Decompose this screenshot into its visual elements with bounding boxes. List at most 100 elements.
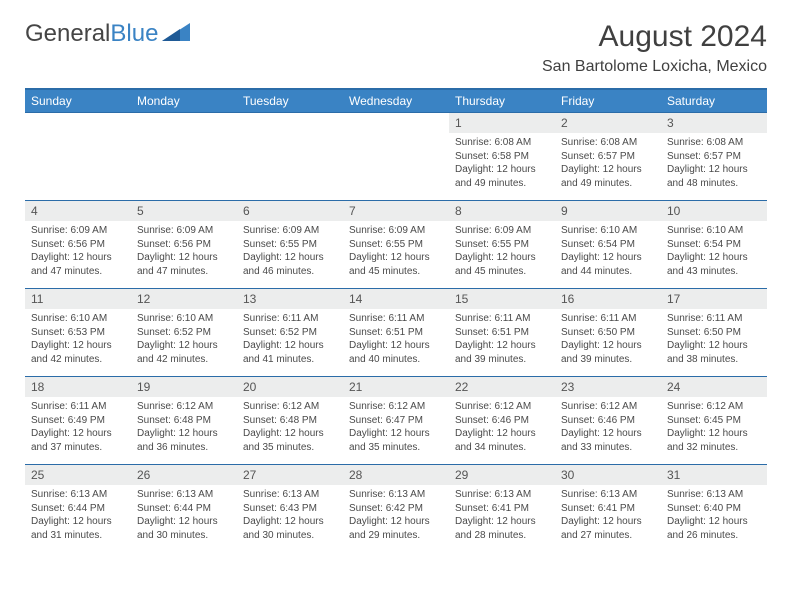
sunset-text: Sunset: 6:55 PM bbox=[455, 238, 549, 252]
month-title: August 2024 bbox=[542, 20, 767, 54]
sunrise-text: Sunrise: 6:13 AM bbox=[243, 488, 337, 502]
day-header: Sunday bbox=[25, 89, 131, 113]
day-content-cell: Sunrise: 6:08 AMSunset: 6:57 PMDaylight:… bbox=[555, 133, 661, 201]
sunset-text: Sunset: 6:46 PM bbox=[455, 414, 549, 428]
sunset-text: Sunset: 6:40 PM bbox=[667, 502, 761, 516]
daylight-text: Daylight: 12 hours and 42 minutes. bbox=[31, 339, 125, 366]
daylight-text: Daylight: 12 hours and 33 minutes. bbox=[561, 427, 655, 454]
sunrise-text: Sunrise: 6:09 AM bbox=[31, 224, 125, 238]
day-number-cell: 12 bbox=[131, 289, 237, 310]
day-content-cell: Sunrise: 6:12 AMSunset: 6:48 PMDaylight:… bbox=[131, 397, 237, 465]
day-content-row: Sunrise: 6:09 AMSunset: 6:56 PMDaylight:… bbox=[25, 221, 767, 289]
daylight-text: Daylight: 12 hours and 30 minutes. bbox=[243, 515, 337, 542]
day-header: Friday bbox=[555, 89, 661, 113]
sunrise-text: Sunrise: 6:11 AM bbox=[243, 312, 337, 326]
day-content-cell: Sunrise: 6:10 AMSunset: 6:54 PMDaylight:… bbox=[661, 221, 767, 289]
sunset-text: Sunset: 6:54 PM bbox=[561, 238, 655, 252]
day-number-cell: 29 bbox=[449, 465, 555, 486]
sunrise-text: Sunrise: 6:08 AM bbox=[667, 136, 761, 150]
sunset-text: Sunset: 6:56 PM bbox=[31, 238, 125, 252]
day-content-cell: Sunrise: 6:08 AMSunset: 6:58 PMDaylight:… bbox=[449, 133, 555, 201]
day-content-row: Sunrise: 6:10 AMSunset: 6:53 PMDaylight:… bbox=[25, 309, 767, 377]
sunrise-text: Sunrise: 6:10 AM bbox=[667, 224, 761, 238]
day-content-cell: Sunrise: 6:12 AMSunset: 6:46 PMDaylight:… bbox=[555, 397, 661, 465]
daylight-text: Daylight: 12 hours and 29 minutes. bbox=[349, 515, 443, 542]
logo-text-blue: Blue bbox=[110, 20, 158, 48]
day-number-cell: 3 bbox=[661, 113, 767, 134]
sunset-text: Sunset: 6:54 PM bbox=[667, 238, 761, 252]
day-number-cell: 11 bbox=[25, 289, 131, 310]
logo-triangle-icon bbox=[162, 20, 190, 48]
sunrise-text: Sunrise: 6:08 AM bbox=[561, 136, 655, 150]
day-content-row: Sunrise: 6:11 AMSunset: 6:49 PMDaylight:… bbox=[25, 397, 767, 465]
day-number-cell: 9 bbox=[555, 201, 661, 222]
day-content-cell: Sunrise: 6:09 AMSunset: 6:55 PMDaylight:… bbox=[343, 221, 449, 289]
day-content-cell: Sunrise: 6:12 AMSunset: 6:45 PMDaylight:… bbox=[661, 397, 767, 465]
sunrise-text: Sunrise: 6:12 AM bbox=[455, 400, 549, 414]
sunrise-text: Sunrise: 6:12 AM bbox=[667, 400, 761, 414]
day-number-cell: 14 bbox=[343, 289, 449, 310]
calendar-table: Sunday Monday Tuesday Wednesday Thursday… bbox=[25, 88, 767, 552]
daylight-text: Daylight: 12 hours and 42 minutes. bbox=[137, 339, 231, 366]
daylight-text: Daylight: 12 hours and 38 minutes. bbox=[667, 339, 761, 366]
day-content-cell: Sunrise: 6:13 AMSunset: 6:44 PMDaylight:… bbox=[131, 485, 237, 552]
sunrise-text: Sunrise: 6:12 AM bbox=[561, 400, 655, 414]
day-number-cell: 30 bbox=[555, 465, 661, 486]
day-content-cell: Sunrise: 6:11 AMSunset: 6:51 PMDaylight:… bbox=[343, 309, 449, 377]
day-number-cell: 25 bbox=[25, 465, 131, 486]
sunset-text: Sunset: 6:45 PM bbox=[667, 414, 761, 428]
day-number-cell: 21 bbox=[343, 377, 449, 398]
daylight-text: Daylight: 12 hours and 31 minutes. bbox=[31, 515, 125, 542]
day-number-cell: 31 bbox=[661, 465, 767, 486]
day-number-row: 45678910 bbox=[25, 201, 767, 222]
day-content-cell: Sunrise: 6:08 AMSunset: 6:57 PMDaylight:… bbox=[661, 133, 767, 201]
daylight-text: Daylight: 12 hours and 46 minutes. bbox=[243, 251, 337, 278]
sunrise-text: Sunrise: 6:13 AM bbox=[137, 488, 231, 502]
sunset-text: Sunset: 6:52 PM bbox=[243, 326, 337, 340]
day-content-cell: Sunrise: 6:11 AMSunset: 6:50 PMDaylight:… bbox=[661, 309, 767, 377]
day-number-row: 123 bbox=[25, 113, 767, 134]
day-content-row: Sunrise: 6:13 AMSunset: 6:44 PMDaylight:… bbox=[25, 485, 767, 552]
day-content-cell: Sunrise: 6:11 AMSunset: 6:51 PMDaylight:… bbox=[449, 309, 555, 377]
daylight-text: Daylight: 12 hours and 35 minutes. bbox=[243, 427, 337, 454]
daylight-text: Daylight: 12 hours and 27 minutes. bbox=[561, 515, 655, 542]
day-number-cell: 8 bbox=[449, 201, 555, 222]
sunset-text: Sunset: 6:43 PM bbox=[243, 502, 337, 516]
sunset-text: Sunset: 6:50 PM bbox=[561, 326, 655, 340]
daylight-text: Daylight: 12 hours and 36 minutes. bbox=[137, 427, 231, 454]
day-content-cell bbox=[237, 133, 343, 201]
day-content-cell: Sunrise: 6:12 AMSunset: 6:48 PMDaylight:… bbox=[237, 397, 343, 465]
day-content-cell: Sunrise: 6:13 AMSunset: 6:41 PMDaylight:… bbox=[449, 485, 555, 552]
day-number-cell: 20 bbox=[237, 377, 343, 398]
daylight-text: Daylight: 12 hours and 37 minutes. bbox=[31, 427, 125, 454]
day-number-cell: 7 bbox=[343, 201, 449, 222]
daylight-text: Daylight: 12 hours and 28 minutes. bbox=[455, 515, 549, 542]
day-number-cell: 27 bbox=[237, 465, 343, 486]
location: San Bartolome Loxicha, Mexico bbox=[542, 58, 767, 76]
day-number-row: 11121314151617 bbox=[25, 289, 767, 310]
sunrise-text: Sunrise: 6:11 AM bbox=[667, 312, 761, 326]
sunset-text: Sunset: 6:41 PM bbox=[455, 502, 549, 516]
daylight-text: Daylight: 12 hours and 34 minutes. bbox=[455, 427, 549, 454]
sunset-text: Sunset: 6:44 PM bbox=[137, 502, 231, 516]
day-number-cell: 15 bbox=[449, 289, 555, 310]
sunrise-text: Sunrise: 6:13 AM bbox=[561, 488, 655, 502]
sunset-text: Sunset: 6:46 PM bbox=[561, 414, 655, 428]
daylight-text: Daylight: 12 hours and 30 minutes. bbox=[137, 515, 231, 542]
sunrise-text: Sunrise: 6:13 AM bbox=[31, 488, 125, 502]
daylight-text: Daylight: 12 hours and 43 minutes. bbox=[667, 251, 761, 278]
day-content-cell: Sunrise: 6:12 AMSunset: 6:47 PMDaylight:… bbox=[343, 397, 449, 465]
sunrise-text: Sunrise: 6:10 AM bbox=[137, 312, 231, 326]
sunrise-text: Sunrise: 6:08 AM bbox=[455, 136, 549, 150]
day-number-cell: 22 bbox=[449, 377, 555, 398]
sunset-text: Sunset: 6:50 PM bbox=[667, 326, 761, 340]
day-content-cell: Sunrise: 6:09 AMSunset: 6:55 PMDaylight:… bbox=[449, 221, 555, 289]
day-number-cell: 17 bbox=[661, 289, 767, 310]
sunrise-text: Sunrise: 6:09 AM bbox=[455, 224, 549, 238]
sunset-text: Sunset: 6:55 PM bbox=[349, 238, 443, 252]
day-number-cell: 18 bbox=[25, 377, 131, 398]
day-content-cell: Sunrise: 6:12 AMSunset: 6:46 PMDaylight:… bbox=[449, 397, 555, 465]
daylight-text: Daylight: 12 hours and 41 minutes. bbox=[243, 339, 337, 366]
day-content-cell: Sunrise: 6:13 AMSunset: 6:42 PMDaylight:… bbox=[343, 485, 449, 552]
day-header: Wednesday bbox=[343, 89, 449, 113]
